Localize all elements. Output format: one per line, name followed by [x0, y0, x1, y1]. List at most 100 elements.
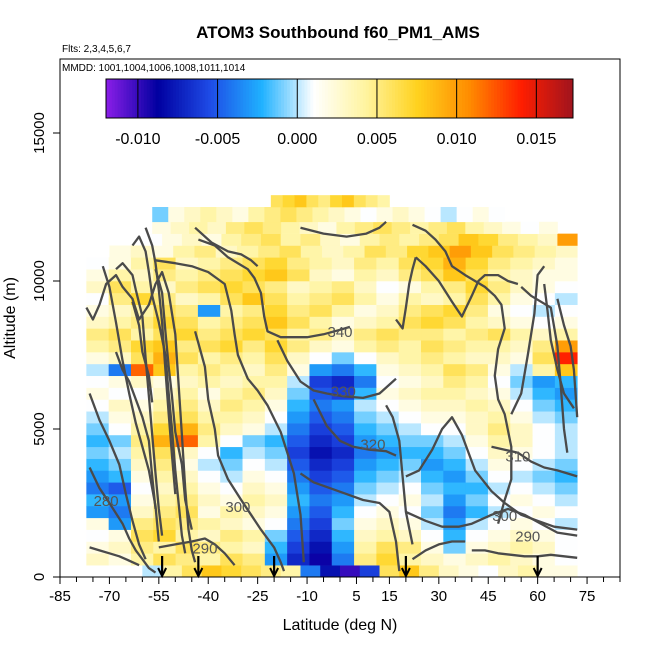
heatmap-cell: [421, 553, 444, 566]
colorbar-segment: [135, 79, 139, 118]
heatmap-cell: [399, 233, 420, 246]
heatmap-cell: [398, 363, 422, 377]
colorbar-segment: [441, 79, 446, 118]
colorbar-segment: [444, 79, 448, 118]
heatmap-cell: [309, 505, 333, 519]
heatmap-cell: [281, 221, 300, 234]
heatmap-cell: [220, 458, 243, 471]
heatmap-cell: [419, 565, 440, 578]
colorbar-segment: [146, 79, 151, 118]
heatmap-cell: [376, 399, 400, 412]
contour-line: [198, 238, 351, 339]
heatmap-cell: [197, 553, 221, 566]
heatmap-cell: [331, 423, 355, 436]
contour-line: [543, 283, 575, 409]
heatmap-cell: [264, 458, 288, 471]
heatmap-cell: [502, 221, 521, 234]
heatmap-cell: [398, 375, 422, 388]
heatmap-cell: [197, 363, 221, 377]
heatmap-cell: [443, 434, 467, 448]
heatmap-cell: [287, 423, 310, 436]
heatmap-cell: [153, 292, 176, 305]
heatmap-cell: [309, 494, 333, 507]
colorbar-segment: [205, 79, 209, 118]
heatmap-cell: [225, 221, 245, 234]
colorbar-segment: [211, 79, 215, 118]
heatmap-cell: [354, 257, 377, 270]
heatmap-cell: [248, 207, 265, 223]
heatmap-cell: [207, 221, 227, 234]
heatmap-cell: [287, 269, 310, 282]
colorbar-segment: [187, 79, 192, 118]
heatmap-cell: [175, 304, 199, 317]
heatmap-cell: [554, 482, 578, 495]
colorbar-segment: [377, 79, 381, 118]
colorbar-segment: [243, 79, 247, 118]
heatmap-cell: [309, 269, 333, 282]
heatmap-cell: [487, 387, 511, 400]
colorbar-segment: [470, 79, 475, 118]
heatmap-cell: [108, 328, 132, 341]
heatmap-cell: [317, 221, 337, 234]
heatmap-cell: [287, 292, 310, 305]
colorbar-segment: [246, 79, 250, 118]
heatmap-cell: [376, 257, 400, 270]
colorbar-segment: [278, 79, 282, 118]
heatmap-cell: [331, 517, 355, 530]
colorbar-segment: [307, 79, 311, 118]
heatmap-cell: [398, 352, 422, 365]
heatmap-cell: [151, 245, 174, 258]
heatmap-cell: [201, 565, 222, 578]
colorbar-segment: [251, 79, 256, 118]
heatmap-cell: [306, 195, 319, 208]
heatmap-cell: [554, 505, 578, 519]
heatmap-cell: [242, 470, 266, 483]
heatmap-cell: [465, 328, 489, 341]
heatmap-cell: [264, 316, 288, 329]
heatmap-cell: [331, 529, 355, 542]
heatmap-cell: [300, 233, 321, 246]
colorbar-segment: [511, 79, 516, 118]
x-tick-label: 30: [430, 588, 447, 605]
colorbar-segment: [438, 79, 443, 118]
heatmap-cell: [309, 281, 333, 294]
heatmap-cell: [153, 517, 176, 530]
heatmap-cell: [130, 470, 154, 483]
heatmap-cell: [242, 423, 266, 436]
colorbar-segment: [567, 79, 571, 118]
heatmap-cell: [108, 292, 132, 305]
y-tick-label: 15000: [31, 112, 48, 154]
heatmap-cell: [354, 352, 377, 365]
colorbar-segment: [138, 79, 142, 118]
heatmap-cell: [287, 541, 310, 554]
colorbar-segment: [143, 79, 148, 118]
heatmap-cell: [510, 328, 533, 341]
arrow-marker: [157, 556, 168, 579]
colorbar-segment: [327, 79, 332, 118]
heatmap-cell: [287, 304, 310, 317]
heatmap-cell: [532, 363, 556, 377]
heatmap-cell: [242, 411, 266, 424]
x-tick-label: -10: [296, 588, 318, 605]
heatmap-cell: [264, 446, 288, 459]
colorbar-segment: [202, 79, 206, 118]
heatmap-cell: [309, 553, 333, 566]
x-tick-label: 5: [352, 588, 360, 605]
contour-line: [101, 265, 160, 542]
colorbar-segment: [453, 79, 457, 118]
contour-label: 320: [360, 437, 385, 454]
colorbar-segment: [164, 79, 168, 118]
heatmap-cell: [242, 399, 266, 412]
heatmap-cell: [130, 446, 154, 459]
heatmap-cell: [331, 553, 355, 566]
colorbar-segment: [517, 79, 521, 118]
heatmap-cell: [487, 458, 511, 471]
heatmap-cell: [443, 482, 467, 495]
heatmap-cell: [554, 411, 578, 424]
heatmap-cell: [398, 434, 422, 448]
heatmap-cell: [421, 505, 444, 519]
y-tick-label: 10000: [31, 260, 48, 302]
heatmap-cell: [498, 565, 519, 578]
heatmap-cell: [354, 482, 377, 495]
heatmap-cell: [354, 517, 377, 530]
